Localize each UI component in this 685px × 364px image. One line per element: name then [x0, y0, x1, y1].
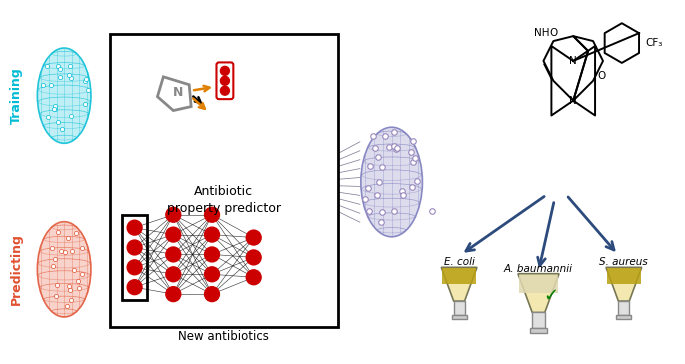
Text: NH: NH — [534, 28, 549, 38]
Text: O: O — [549, 28, 558, 38]
Circle shape — [205, 207, 219, 222]
Polygon shape — [607, 268, 640, 284]
Text: S. aureus: S. aureus — [599, 257, 648, 268]
Polygon shape — [451, 315, 466, 319]
Circle shape — [221, 76, 229, 85]
Circle shape — [246, 250, 261, 265]
Text: N: N — [173, 86, 184, 99]
Circle shape — [166, 247, 181, 262]
Polygon shape — [519, 275, 558, 293]
Text: Antibiotic
property predictor: Antibiotic property predictor — [167, 185, 281, 215]
Text: N: N — [569, 56, 577, 66]
Text: Training: Training — [10, 67, 23, 124]
Text: O: O — [597, 71, 605, 81]
Circle shape — [221, 86, 229, 95]
Circle shape — [246, 270, 261, 285]
Polygon shape — [453, 301, 464, 315]
Text: E. coli: E. coli — [444, 257, 475, 268]
Polygon shape — [532, 313, 545, 328]
Text: N: N — [569, 96, 577, 106]
Polygon shape — [616, 315, 632, 319]
Text: ✓: ✓ — [543, 287, 558, 305]
Circle shape — [221, 66, 229, 75]
Circle shape — [127, 280, 142, 294]
Ellipse shape — [38, 222, 91, 317]
Text: A. baumannii: A. baumannii — [504, 264, 573, 274]
Circle shape — [166, 207, 181, 222]
Circle shape — [127, 240, 142, 255]
Circle shape — [166, 227, 181, 242]
Circle shape — [205, 247, 219, 262]
Polygon shape — [619, 301, 630, 315]
Circle shape — [205, 267, 219, 282]
Ellipse shape — [361, 127, 423, 237]
Circle shape — [127, 260, 142, 275]
Circle shape — [166, 267, 181, 282]
Circle shape — [205, 227, 219, 242]
Polygon shape — [606, 267, 642, 301]
Ellipse shape — [38, 48, 91, 143]
Text: CF₃: CF₃ — [646, 38, 663, 48]
Polygon shape — [530, 328, 547, 333]
FancyBboxPatch shape — [110, 34, 338, 327]
Circle shape — [246, 230, 261, 245]
Polygon shape — [518, 274, 559, 313]
Polygon shape — [441, 267, 477, 301]
Circle shape — [205, 287, 219, 302]
Polygon shape — [443, 268, 476, 284]
Text: Predicting: Predicting — [10, 233, 23, 305]
Circle shape — [127, 220, 142, 235]
Text: New antibiotics: New antibiotics — [179, 330, 269, 343]
Circle shape — [166, 287, 181, 302]
